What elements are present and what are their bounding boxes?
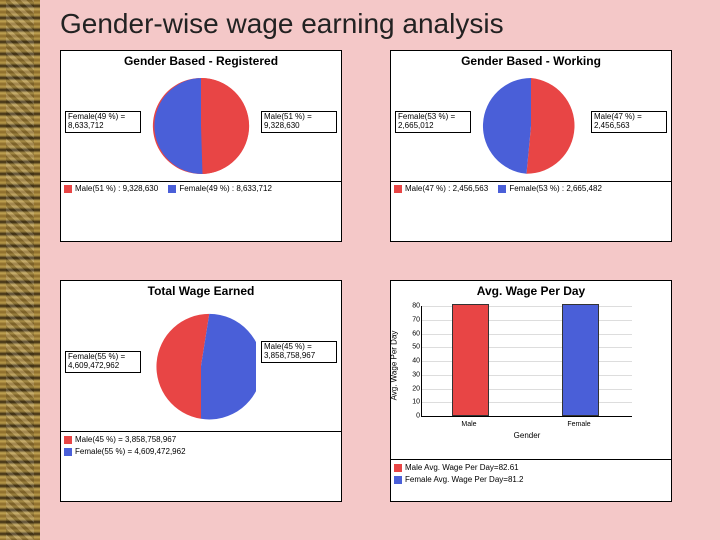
swatch-female <box>64 448 72 456</box>
pie-svg <box>481 76 581 176</box>
y-axis-label: Avg. Wage Per Day <box>390 331 399 401</box>
bar-female <box>562 304 599 416</box>
xtick-female: Female <box>567 421 590 428</box>
slice-male <box>526 78 574 174</box>
slice-female <box>201 314 256 420</box>
ytick: 20 <box>402 385 420 392</box>
legend-male: Male(47 %) : 2,456,563 <box>394 184 488 194</box>
page-title: Gender-wise wage earning analysis <box>60 8 504 40</box>
callout-female: Female(53 %) = 2,665,012 <box>395 111 471 133</box>
swatch-female <box>498 185 506 193</box>
chart-avg-wage: Avg. Wage Per Day Avg. Wage Per Day 80 7… <box>390 280 672 502</box>
legend-male: Male Avg. Wage Per Day=82.61 <box>394 462 660 473</box>
chart-title: Gender Based - Registered <box>61 51 341 71</box>
slice-female <box>154 78 202 174</box>
chart-title: Avg. Wage Per Day <box>391 281 671 301</box>
callout-female: Female(55 %) = 4,609,472,962 <box>65 351 141 373</box>
chart-title: Gender Based - Working <box>391 51 671 71</box>
slice-female <box>483 78 531 174</box>
ytick: 10 <box>402 399 420 406</box>
swatch-female <box>168 185 176 193</box>
pie-overlay <box>151 76 251 176</box>
xtick-male: Male <box>461 421 476 428</box>
slice-male <box>201 78 249 174</box>
chart-registered: Gender Based - Registered Female(49 %) =… <box>60 50 342 242</box>
bar-plot: Avg. Wage Per Day 80 70 60 50 40 30 20 1… <box>421 306 632 417</box>
legend-female: Female(49 %) : 8,633,712 <box>168 184 272 194</box>
legend-female: Female(55 %) = 4,609,472,962 <box>64 446 330 457</box>
chart-total-wage: Total Wage Earned Female(55 %) = 4,609,4… <box>60 280 342 502</box>
callout-female: Female(49 %) = 8,633,712 <box>65 111 141 133</box>
callout-male: Male(45 %) = 3,858,758,967 <box>261 341 337 363</box>
chart-working: Gender Based - Working Female(53 %) = 2,… <box>390 50 672 242</box>
swatch-male <box>394 464 402 472</box>
charts-grid: Gender Based - Registered Female(49 %) =… <box>60 50 700 530</box>
pie-area: Female(55 %) = 4,609,472,962 Male(45 %) … <box>61 301 341 431</box>
pie-area: Female(49 %) = 8,633,712 Male(51 %) = 9,… <box>61 71 341 181</box>
ytick: 50 <box>402 344 420 351</box>
pie-area: Female(53 %) = 2,665,012 Male(47 %) = 2,… <box>391 71 671 181</box>
legend: Male Avg. Wage Per Day=82.61 Female Avg.… <box>391 459 671 488</box>
ytick: 80 <box>402 303 420 310</box>
legend-female: Female(53 %) : 2,665,482 <box>498 184 602 194</box>
swatch-female <box>394 476 402 484</box>
legend-male: Male(51 %) : 9,328,630 <box>64 184 158 194</box>
callout-male: Male(51 %) = 9,328,630 <box>261 111 337 133</box>
legend-male: Male(45 %) = 3,858,758,967 <box>64 434 330 445</box>
ytick: 70 <box>402 316 420 323</box>
legend: Male(45 %) = 3,858,758,967 Female(55 %) … <box>61 431 341 460</box>
bar-male <box>452 304 489 416</box>
ytick: 60 <box>402 330 420 337</box>
bar-area: Avg. Wage Per Day 80 70 60 50 40 30 20 1… <box>391 301 671 441</box>
chart-title: Total Wage Earned <box>61 281 341 301</box>
pie-svg <box>146 311 256 421</box>
swatch-male <box>394 185 402 193</box>
decorative-border <box>0 0 40 540</box>
swatch-male <box>64 436 72 444</box>
x-axis-label: Gender <box>514 431 541 440</box>
legend-female: Female Avg. Wage Per Day=81.2 <box>394 474 660 485</box>
callout-male: Male(47 %) = 2,456,563 <box>591 111 667 133</box>
legend: Male(47 %) : 2,456,563 Female(53 %) : 2,… <box>391 181 671 199</box>
swatch-male <box>64 185 72 193</box>
legend: Male(51 %) : 9,328,630 Female(49 %) : 8,… <box>61 181 341 199</box>
ytick: 40 <box>402 358 420 365</box>
ytick: 0 <box>402 413 420 420</box>
ytick: 30 <box>402 371 420 378</box>
